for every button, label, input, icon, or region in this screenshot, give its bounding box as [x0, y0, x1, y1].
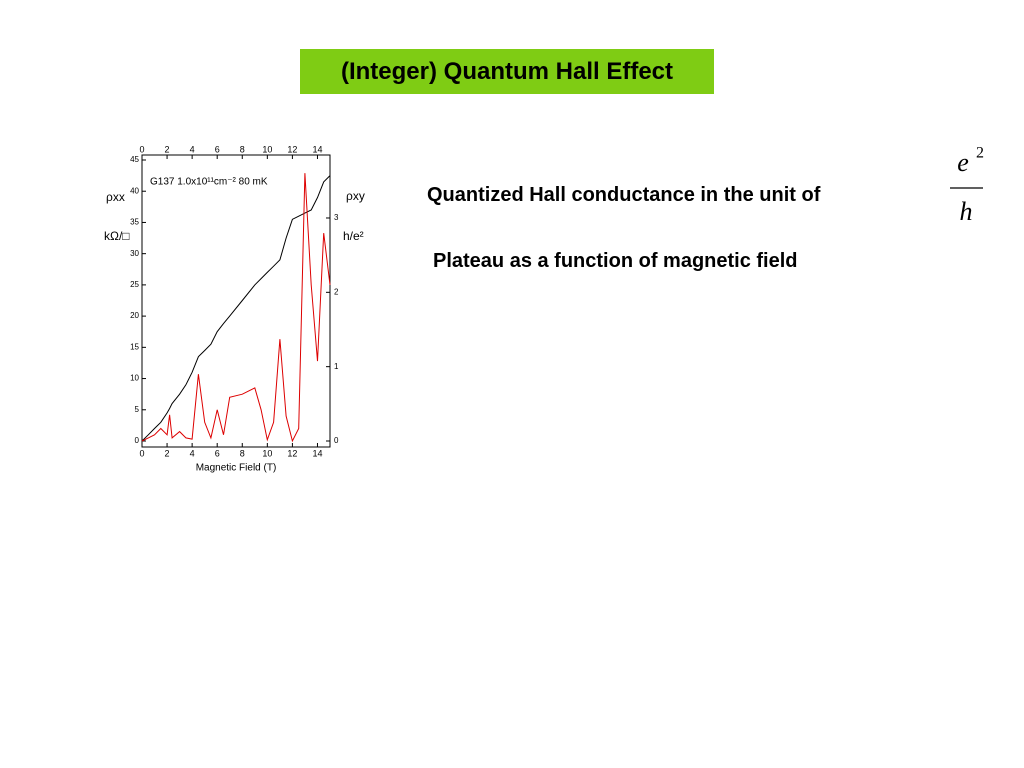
y-tick-label: 10: [130, 374, 139, 383]
data-line: [141, 173, 331, 443]
x-tick-label: 14: [312, 448, 322, 458]
y-tick-label: 35: [130, 218, 139, 227]
chart: 0022446688101012121414051015202530354045…: [104, 144, 365, 474]
y-tick-label: 25: [130, 280, 139, 289]
y-tick-label: 20: [130, 311, 139, 320]
y-tick-label: 40: [130, 186, 139, 195]
y2-tick-label: 0: [334, 436, 339, 445]
x-tick-label: 10: [262, 144, 272, 154]
x-tick-label: 6: [215, 448, 220, 458]
y2-tick-label: 2: [334, 287, 339, 296]
text-line: Quantized Hall conductance in the unit o…: [427, 184, 821, 206]
x-tick-label: 8: [240, 144, 245, 154]
y-tick-label: 15: [130, 342, 139, 351]
y-axis-unit: kΩ/□: [104, 229, 130, 243]
text-line: Plateau as a function of magnetic field: [433, 250, 798, 272]
x-tick-label: 6: [215, 144, 220, 154]
x-tick-label: 2: [165, 144, 170, 154]
x-tick-label: 0: [139, 144, 144, 154]
plot-frame: [141, 154, 331, 448]
slide-title: (Integer) Quantum Hall Effect: [300, 49, 714, 94]
x-tick-label: 0: [139, 448, 144, 458]
y2-axis-label: ρxy: [346, 189, 365, 203]
x-tick-label: 2: [165, 448, 170, 458]
y-tick-label: 45: [130, 155, 139, 164]
y-axis-label: ρxx: [106, 190, 125, 204]
y2-axis-unit: h/e²: [343, 229, 364, 243]
x-tick-label: 4: [190, 448, 195, 458]
y2-tick-label: 1: [334, 362, 339, 371]
x-tick-label: 14: [312, 144, 322, 154]
x-tick-label: 10: [262, 448, 272, 458]
x-tick-label: 12: [287, 144, 297, 154]
y-tick-label: 5: [135, 405, 140, 414]
x-axis-label: Magnetic Field (T): [196, 463, 277, 474]
annotation: G137 1.0x10¹¹cm⁻² 80 mK: [150, 177, 268, 188]
x-tick-label: 8: [240, 448, 245, 458]
x-tick-label: 4: [190, 144, 195, 154]
exponent: 2: [976, 145, 984, 162]
y2-tick-label: 3: [334, 213, 339, 222]
numerator: e: [957, 148, 969, 177]
fraction: e 2 h: [950, 145, 984, 226]
denominator: h: [960, 197, 973, 226]
y-tick-label: 0: [135, 436, 140, 445]
data-line: [141, 175, 331, 442]
x-tick-label: 12: [287, 448, 297, 458]
y-tick-label: 30: [130, 249, 139, 258]
